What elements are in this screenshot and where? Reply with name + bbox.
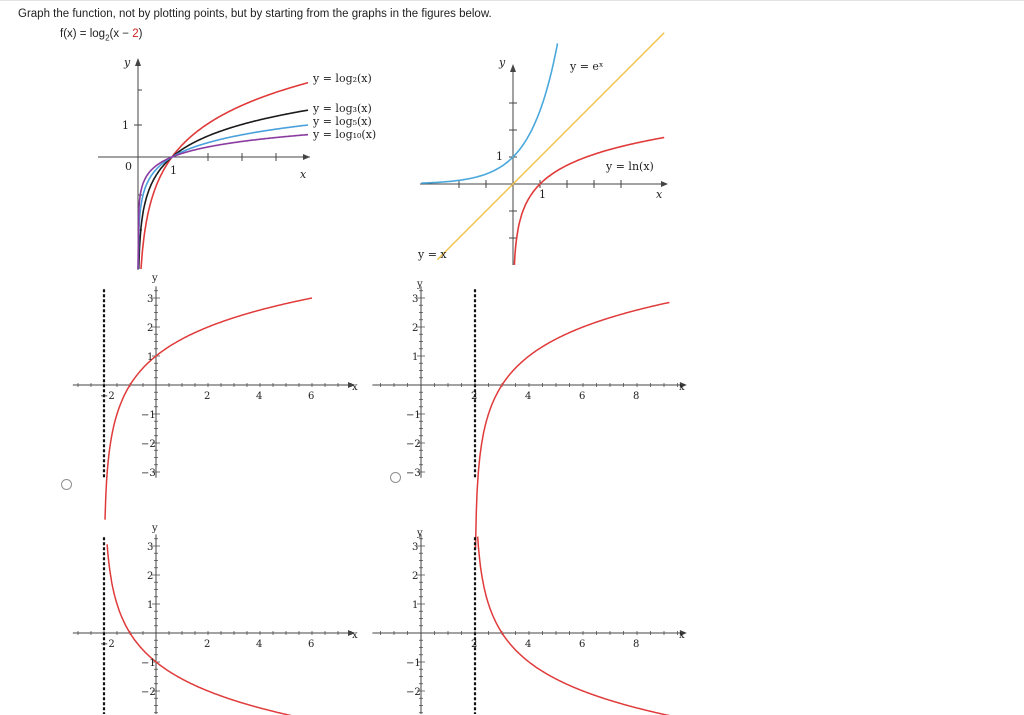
choice-a-y-tick: 2 <box>147 323 153 334</box>
choice-b-y-tick: −2 <box>406 439 421 450</box>
log3-curve-label: y = log₃(x) <box>312 102 372 115</box>
function-open: (x − <box>109 28 133 40</box>
choice-c-x-tick: 4 <box>256 639 262 650</box>
log5-curve <box>137 124 309 270</box>
choice-c-x-label: x <box>352 630 358 641</box>
identity-line-label: y = x <box>417 248 447 261</box>
choice-a-curve <box>104 297 313 520</box>
choice-b-x-tick: 6 <box>579 391 585 402</box>
function-lhs: f(x) = log <box>60 28 106 40</box>
exp-one-x-label: 1 <box>539 188 546 201</box>
choice-c-y-tick: −2 <box>141 687 156 698</box>
choice-radio-b[interactable] <box>390 472 401 483</box>
choice-c-x-tick: 2 <box>204 639 210 650</box>
exp-y-axis-label: y <box>498 56 506 69</box>
choice-a-y-label: y <box>151 273 158 284</box>
choice-b-y-tick: 1 <box>412 352 418 363</box>
log10-curve-label: y = log₁₀(x) <box>312 128 376 141</box>
choice-b-y-tick: 2 <box>412 323 418 334</box>
choice-d-x-tick: 4 <box>525 639 531 650</box>
choice-d-curve <box>476 536 670 715</box>
choice-d-y-tick: −2 <box>406 687 421 698</box>
choice-a-y-tick: −2 <box>141 439 156 450</box>
choice-a-x-tick: 2 <box>204 391 210 402</box>
choice-c-x-tick: 6 <box>308 639 314 650</box>
choice-a-x-label: x <box>352 382 358 393</box>
choice-a-x-tick: −2 <box>100 391 115 402</box>
choice-d-y-tick: 1 <box>412 600 418 611</box>
choice-d-y-tick: 2 <box>412 571 418 582</box>
log-x-axis-label: x <box>300 168 307 181</box>
choice-a-y-tick: 1 <box>147 352 153 363</box>
choice-b-y-tick: −3 <box>406 468 421 479</box>
log3-curve <box>137 109 309 270</box>
choice-b-x-tick: 2 <box>471 391 477 402</box>
choice-b-y-tick: −1 <box>406 410 421 421</box>
choice-d-x-label: x <box>679 630 685 641</box>
choice-b-y-label: y <box>416 279 423 290</box>
choice-c-y-label: y <box>151 523 158 534</box>
ln-curve <box>513 136 665 265</box>
choice-c-x-tick: −2 <box>100 639 115 650</box>
choice-d-y-label: y <box>416 528 423 539</box>
log2-curve-label: y = log₂(x) <box>312 72 372 85</box>
choice-b-x-tick: 4 <box>525 391 531 402</box>
exp-one-y-label: 1 <box>496 150 503 163</box>
log-y-axis-label: y <box>123 56 131 69</box>
log2-curve <box>140 81 309 270</box>
choice-c-y-tick: 2 <box>147 571 153 582</box>
exp-curve-label: y = eˣ <box>569 60 604 73</box>
choice-d-y-tick: 3 <box>412 542 418 553</box>
choice-a-y-tick: 3 <box>147 294 153 305</box>
exp-curves <box>421 32 665 265</box>
choice-b-x-tick: 8 <box>633 391 639 402</box>
choice-c-y-tick: −1 <box>141 658 156 669</box>
function-expression: f(x) = log2(x − 2) <box>60 28 142 42</box>
choice-c-curve <box>106 544 292 715</box>
choice-b-y-tick: 3 <box>412 294 418 305</box>
choice-c-y-tick: 1 <box>147 600 153 611</box>
choice-a-x-tick: 6 <box>308 391 314 402</box>
choice-c-y-tick: 3 <box>147 542 153 553</box>
function-shift: 2 <box>132 28 139 40</box>
log-origin-label: 0 <box>125 160 132 173</box>
choice-d-y-tick: −1 <box>406 658 421 669</box>
function-close: ) <box>138 28 143 40</box>
choice-b-curve <box>474 301 670 549</box>
log5-curve-label: y = log₅(x) <box>312 115 372 128</box>
function-base: 2 <box>105 33 110 43</box>
log-one-y-label: 1 <box>122 119 129 132</box>
choice-a-y-tick: −1 <box>141 410 156 421</box>
exp-axes <box>420 64 668 265</box>
log10-curve <box>137 133 309 270</box>
exp-curve <box>421 43 559 184</box>
top-divider <box>0 0 1024 1</box>
choice-a-y-tick: −3 <box>141 468 156 479</box>
choice-d-x-tick: 6 <box>579 639 585 650</box>
ln-curve-label: y = ln(x) <box>605 160 654 173</box>
question-prompt: Graph the function, not by plotting poin… <box>18 8 492 20</box>
choice-a-x-tick: 4 <box>256 391 262 402</box>
choice-d-x-tick: 2 <box>471 639 477 650</box>
choice-b-x-label: x <box>679 382 685 393</box>
log-one-x-label: 1 <box>170 164 177 177</box>
choice-d-x-tick: 8 <box>633 639 639 650</box>
identity-line <box>436 32 665 261</box>
exp-x-axis-label: x <box>656 188 663 201</box>
choice-radio-a[interactable] <box>61 479 72 490</box>
log-curves <box>137 81 309 270</box>
